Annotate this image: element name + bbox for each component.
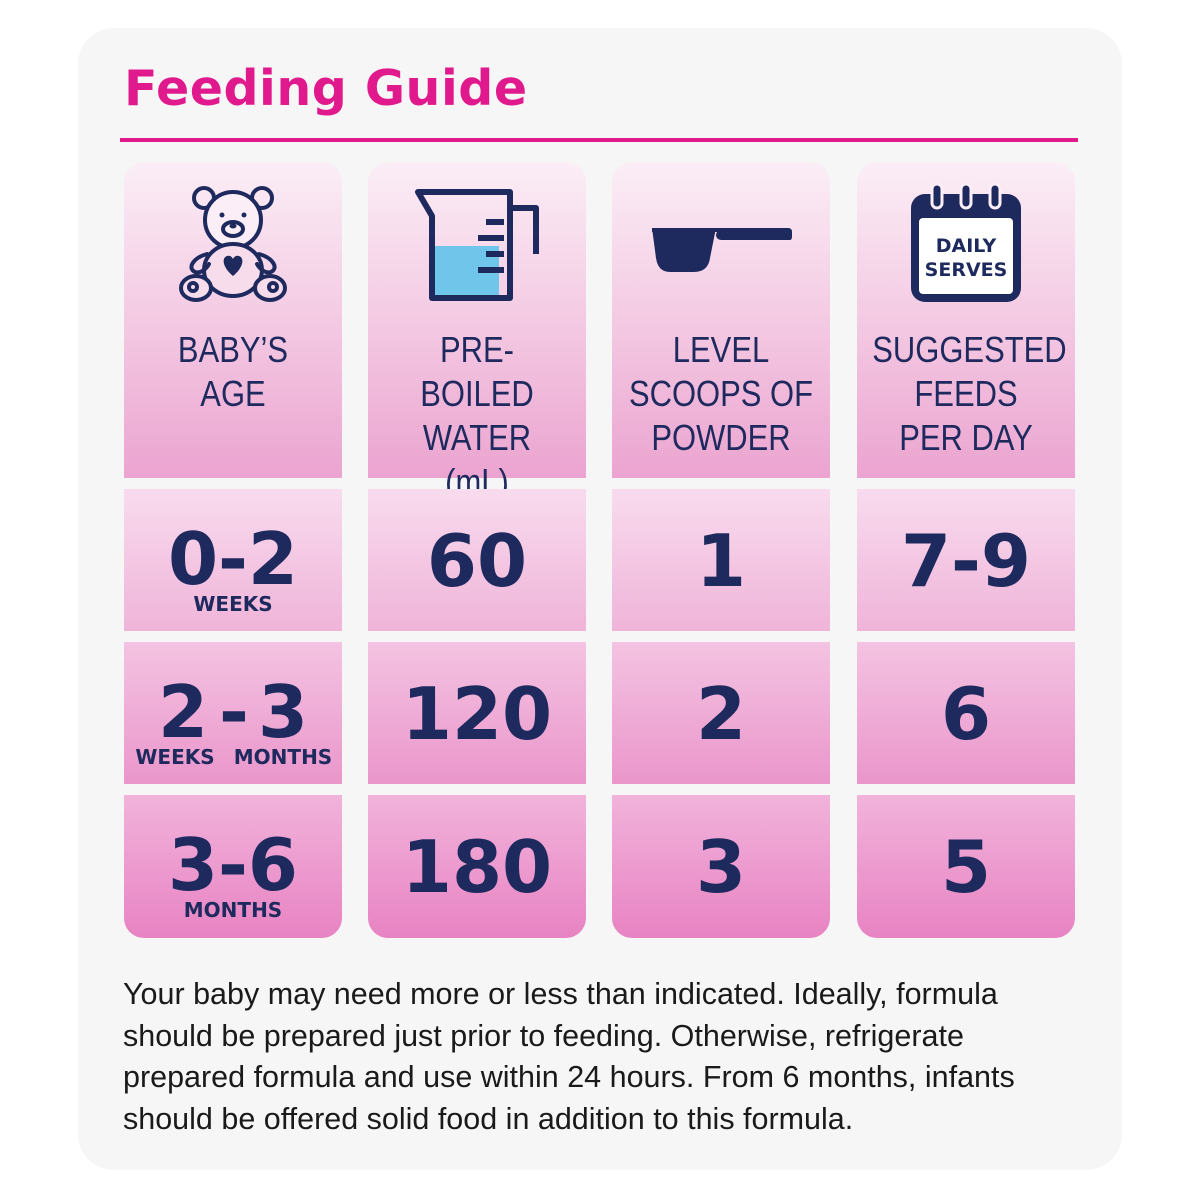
calendar-frame [911, 182, 1021, 302]
water-cell-row-2: 120 [368, 642, 586, 784]
feeding-note: Your baby may need more or less than ind… [123, 974, 1023, 1140]
water-value: 120 [401, 672, 553, 756]
scoop-icon [652, 228, 792, 272]
age-cell-row-3: 3-6 MONTHS [124, 795, 342, 938]
header-label-babys-age: BABY’S AGE [139, 328, 326, 416]
water-cell-row-1: 60 [368, 489, 586, 631]
column-feeds: DAILY SERVES SUGGESTED FEEDS PER DAY 7-9… [857, 162, 1075, 938]
age-dash: - [219, 670, 249, 754]
scoops-value: 2 [695, 672, 747, 756]
page-title: Feeding Guide [124, 60, 528, 117]
column-babys-age: BABY’S AGE 0-2 WEEKS 2 - 3 WEEKS MONTHS … [124, 162, 342, 938]
header-cell-scoops: LEVEL SCOOPS OF POWDER [612, 162, 830, 478]
feeds-cell-row-1: 7-9 [857, 489, 1075, 631]
note-line: Your baby may need more or less than ind… [123, 977, 998, 1011]
header-line: BABY’S [177, 329, 289, 370]
age-value: 0-2 [167, 517, 299, 601]
scoops-value: 1 [695, 519, 747, 603]
header-line: SUGGESTED [872, 329, 1067, 370]
age-to-unit: MONTHS [233, 745, 333, 769]
column-water: PRE-BOILED WATER (mL) 60 120 180 [368, 162, 586, 938]
header-line: PER DAY [899, 417, 1033, 458]
note-line: should be offered solid food in addition… [123, 1101, 854, 1136]
header-line: FEEDS [914, 373, 1018, 414]
age-value: 3-6 [167, 823, 299, 907]
measuring-jug-icon [415, 189, 539, 301]
header-label-water: PRE-BOILED WATER (mL) [383, 328, 570, 504]
header-line: AGE [200, 373, 266, 414]
age-unit: WEEKS [193, 592, 273, 616]
feeds-value: 7-9 [900, 519, 1032, 603]
header-line: POWDER [651, 417, 791, 458]
water-cell-row-3: 180 [368, 795, 586, 938]
calendar-icon: DAILY SERVES [908, 182, 1024, 304]
age-cell-row-2: 2 - 3 WEEKS MONTHS [124, 642, 342, 784]
header-line: PRE-BOILED [420, 329, 534, 414]
age-from-value: 2 [158, 670, 209, 754]
age-unit: MONTHS [183, 898, 283, 922]
age-cell-row-1: 0-2 WEEKS [124, 489, 342, 631]
note-line: should be prepared just prior to feeding… [123, 1018, 964, 1053]
calendar-label-line: DAILY [935, 235, 997, 257]
water-value: 180 [401, 825, 553, 909]
calendar-label-line: SERVES [924, 259, 1008, 281]
header-line: WATER [422, 417, 532, 458]
scoops-cell-row-2: 2 [612, 642, 830, 784]
header-line: SCOOPS OF [628, 373, 814, 414]
header-label-scoops: LEVEL SCOOPS OF POWDER [627, 328, 814, 460]
calendar-label: DAILY SERVES [919, 234, 1013, 282]
water-value: 60 [426, 519, 528, 603]
header-line: LEVEL [672, 329, 770, 370]
title-divider [120, 138, 1078, 142]
feeds-value: 6 [940, 672, 992, 756]
header-cell-babys-age: BABY’S AGE [124, 162, 342, 478]
scoops-value: 3 [695, 825, 747, 909]
age-to-value: 3 [258, 670, 309, 754]
header-cell-water: PRE-BOILED WATER (mL) [368, 162, 586, 502]
header-cell-feeds: DAILY SERVES SUGGESTED FEEDS PER DAY [857, 162, 1075, 478]
feeds-cell-row-3: 5 [857, 795, 1075, 938]
scoops-cell-row-1: 1 [612, 489, 830, 631]
column-scoops: LEVEL SCOOPS OF POWDER 1 2 3 [612, 162, 830, 938]
age-from-unit: WEEKS [135, 745, 215, 769]
note-line: prepared formula and use within 24 hours… [123, 1060, 1015, 1094]
teddy-bear-icon [179, 186, 287, 302]
feeds-value: 5 [940, 825, 992, 909]
feeds-cell-row-2: 6 [857, 642, 1075, 784]
scoops-cell-row-3: 3 [612, 795, 830, 938]
header-label-feeds: SUGGESTED FEEDS PER DAY [872, 328, 1067, 460]
